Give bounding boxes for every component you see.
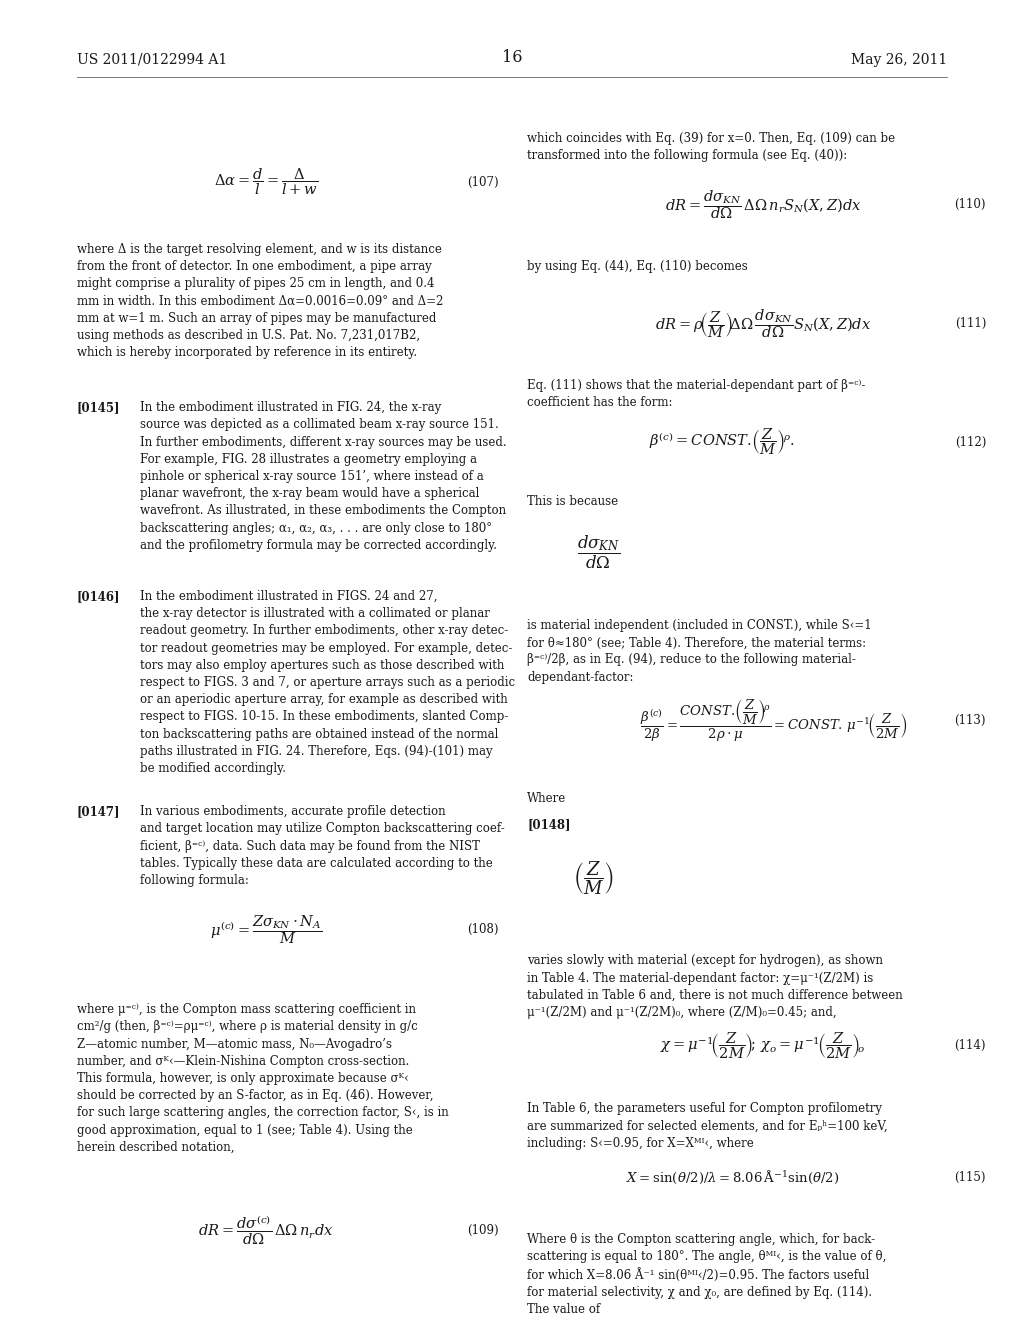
Text: [0148]: [0148] — [527, 818, 570, 832]
Text: (111): (111) — [954, 317, 986, 330]
Text: $\Delta\alpha = \dfrac{d}{l} = \dfrac{\Delta}{l + w}$: $\Delta\alpha = \dfrac{d}{l} = \dfrac{\D… — [214, 166, 318, 198]
Text: (115): (115) — [954, 1171, 986, 1184]
Text: varies slowly with material (except for hydrogen), as shown
in Table 4. The mate: varies slowly with material (except for … — [527, 954, 903, 1019]
Text: (114): (114) — [954, 1039, 986, 1052]
Text: $\left(\dfrac{Z}{M}\right)$: $\left(\dfrac{Z}{M}\right)$ — [573, 859, 614, 896]
Text: In various embodiments, accurate profile detection
and target location may utili: In various embodiments, accurate profile… — [140, 805, 505, 887]
Text: $dR = \dfrac{d\sigma_{KN}}{d\Omega}\,\Delta\Omega\, n_r S_N(X,Z)dx$: $dR = \dfrac{d\sigma_{KN}}{d\Omega}\,\De… — [665, 189, 861, 220]
Text: [0145]: [0145] — [77, 401, 120, 414]
Text: [0147]: [0147] — [77, 805, 120, 818]
Text: is material independent (included in CONST.), while S‹=1
for θ≈180° (see; Table : is material independent (included in CON… — [527, 619, 872, 684]
Text: (107): (107) — [467, 176, 499, 189]
Text: which coincides with Eq. (39) for x=0. Then, Eq. (109) can be
transformed into t: which coincides with Eq. (39) for x=0. T… — [527, 132, 895, 162]
Text: $\dfrac{d\sigma_{KN}}{d\Omega}$: $\dfrac{d\sigma_{KN}}{d\Omega}$ — [578, 533, 621, 570]
Text: by using Eq. (44), Eq. (110) becomes: by using Eq. (44), Eq. (110) becomes — [527, 260, 749, 273]
Text: (112): (112) — [954, 436, 986, 449]
Text: Where: Where — [527, 792, 566, 805]
Text: $\mu^{(c)} = \dfrac{Z\sigma_{KN}\cdot N_A}{M}$: $\mu^{(c)} = \dfrac{Z\sigma_{KN}\cdot N_… — [210, 913, 323, 945]
Text: (110): (110) — [954, 198, 986, 211]
Text: $dR = \dfrac{d\sigma^{(c)}}{d\Omega}\,\Delta\Omega\, n_r dx$: $dR = \dfrac{d\sigma^{(c)}}{d\Omega}\,\D… — [199, 1213, 334, 1247]
Text: (108): (108) — [467, 923, 499, 936]
Text: Eq. (111) shows that the material-dependant part of β⁼ᶜ⁾-
coefficient has the fo: Eq. (111) shows that the material-depend… — [527, 379, 865, 409]
Text: In Table 6, the parameters useful for Compton profilometry
are summarized for se: In Table 6, the parameters useful for Co… — [527, 1102, 888, 1150]
Text: [0146]: [0146] — [77, 590, 120, 603]
Text: US 2011/0122994 A1: US 2011/0122994 A1 — [77, 53, 227, 67]
Text: where Δ is the target resolving element, and w is its distance
from the front of: where Δ is the target resolving element,… — [77, 243, 443, 359]
Text: $\chi = \mu^{-1}\!\left(\dfrac{Z}{2M}\right)\!;\, \chi_o = \mu^{-1}\!\left(\dfra: $\chi = \mu^{-1}\!\left(\dfrac{Z}{2M}\ri… — [660, 1030, 865, 1061]
Text: This is because: This is because — [527, 495, 618, 508]
Text: $\dfrac{\beta^{(c)}}{2\beta} = \dfrac{CONST.\!\left(\dfrac{Z}{M}\right)^{\!\rho}: $\dfrac{\beta^{(c)}}{2\beta} = \dfrac{CO… — [640, 698, 906, 743]
Text: $X{=}\sin(\theta/2)/\lambda{=}8.06\,\mathrm{\AA}^{-1}\sin(\theta/2)$: $X{=}\sin(\theta/2)/\lambda{=}8.06\,\mat… — [626, 1170, 839, 1185]
Text: $dR = \rho\!\left(\dfrac{Z}{M}\right)\!\Delta\Omega\,\dfrac{d\sigma_{KN}}{d\Omeg: $dR = \rho\!\left(\dfrac{Z}{M}\right)\!\… — [654, 308, 871, 339]
Text: In the embodiment illustrated in FIGS. 24 and 27,
the x-ray detector is illustra: In the embodiment illustrated in FIGS. 2… — [140, 590, 515, 775]
Text: where μ⁼ᶜ⁾, is the Compton mass scattering coefficient in
cm²/g (then, β⁼ᶜ⁾=ρμ⁼ᶜ: where μ⁼ᶜ⁾, is the Compton mass scatteri… — [77, 1003, 449, 1154]
Text: In the embodiment illustrated in FIG. ​24, the x-ray
source was depicted as a co: In the embodiment illustrated in FIG. ​2… — [140, 401, 507, 552]
Text: $\beta^{(c)} = CONST.\!\left(\dfrac{Z}{M}\right)^{\!\rho}.$: $\beta^{(c)} = CONST.\!\left(\dfrac{Z}{M… — [649, 426, 795, 458]
Text: May 26, 2011: May 26, 2011 — [851, 53, 947, 67]
Text: (109): (109) — [467, 1224, 499, 1237]
Text: (113): (113) — [954, 714, 986, 727]
Text: Where θ is the Compton scattering angle, which, for back-
scattering is equal to: Where θ is the Compton scattering angle,… — [527, 1233, 887, 1316]
Text: 16: 16 — [502, 49, 522, 66]
